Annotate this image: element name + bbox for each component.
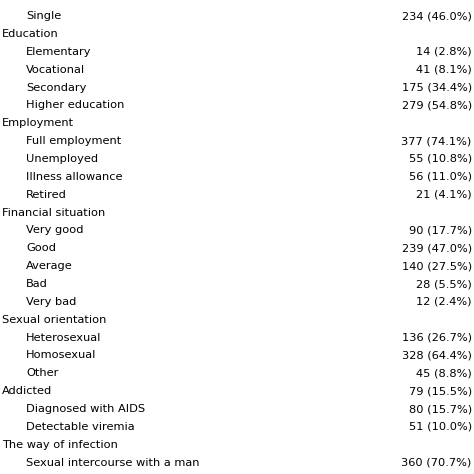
Text: 239 (47.0%): 239 (47.0%) bbox=[401, 243, 472, 253]
Text: Heterosexual: Heterosexual bbox=[26, 333, 101, 343]
Text: Illness allowance: Illness allowance bbox=[26, 172, 123, 182]
Text: Average: Average bbox=[26, 261, 73, 271]
Text: Unemployed: Unemployed bbox=[26, 154, 98, 164]
Text: 79 (15.5%): 79 (15.5%) bbox=[409, 386, 472, 396]
Text: 234 (46.0%): 234 (46.0%) bbox=[402, 11, 472, 21]
Text: Very bad: Very bad bbox=[26, 297, 76, 307]
Text: 279 (54.8%): 279 (54.8%) bbox=[401, 100, 472, 110]
Text: Sexual intercourse with a man: Sexual intercourse with a man bbox=[26, 458, 200, 468]
Text: Diagnosed with AIDS: Diagnosed with AIDS bbox=[26, 404, 145, 414]
Text: 12 (2.4%): 12 (2.4%) bbox=[416, 297, 472, 307]
Text: Retired: Retired bbox=[26, 190, 67, 200]
Text: 56 (11.0%): 56 (11.0%) bbox=[409, 172, 472, 182]
Text: Addicted: Addicted bbox=[2, 386, 53, 396]
Text: Detectable viremia: Detectable viremia bbox=[26, 422, 135, 432]
Text: Bad: Bad bbox=[26, 279, 48, 289]
Text: Vocational: Vocational bbox=[26, 64, 85, 74]
Text: 55 (10.8%): 55 (10.8%) bbox=[409, 154, 472, 164]
Text: 41 (8.1%): 41 (8.1%) bbox=[416, 64, 472, 74]
Text: 28 (5.5%): 28 (5.5%) bbox=[416, 279, 472, 289]
Text: Other: Other bbox=[26, 368, 58, 378]
Text: The way of infection: The way of infection bbox=[2, 440, 118, 450]
Text: 14 (2.8%): 14 (2.8%) bbox=[416, 47, 472, 57]
Text: 140 (27.5%): 140 (27.5%) bbox=[401, 261, 472, 271]
Text: Financial situation: Financial situation bbox=[2, 208, 106, 218]
Text: 136 (26.7%): 136 (26.7%) bbox=[401, 333, 472, 343]
Text: 90 (17.7%): 90 (17.7%) bbox=[409, 226, 472, 236]
Text: Secondary: Secondary bbox=[26, 82, 86, 92]
Text: 45 (8.8%): 45 (8.8%) bbox=[416, 368, 472, 378]
Text: 21 (4.1%): 21 (4.1%) bbox=[416, 190, 472, 200]
Text: 175 (34.4%): 175 (34.4%) bbox=[401, 82, 472, 92]
Text: 377 (74.1%): 377 (74.1%) bbox=[401, 136, 472, 146]
Text: 51 (10.0%): 51 (10.0%) bbox=[409, 422, 472, 432]
Text: Homosexual: Homosexual bbox=[26, 350, 96, 361]
Text: Higher education: Higher education bbox=[26, 100, 125, 110]
Text: 360 (70.7%): 360 (70.7%) bbox=[401, 458, 472, 468]
Text: Education: Education bbox=[2, 29, 59, 39]
Text: Full employment: Full employment bbox=[26, 136, 121, 146]
Text: Very good: Very good bbox=[26, 226, 83, 236]
Text: 80 (15.7%): 80 (15.7%) bbox=[409, 404, 472, 414]
Text: Single: Single bbox=[26, 11, 61, 21]
Text: Elementary: Elementary bbox=[26, 47, 91, 57]
Text: Sexual orientation: Sexual orientation bbox=[2, 315, 107, 325]
Text: Employment: Employment bbox=[2, 118, 74, 128]
Text: Good: Good bbox=[26, 243, 56, 253]
Text: 328 (64.4%): 328 (64.4%) bbox=[402, 350, 472, 361]
